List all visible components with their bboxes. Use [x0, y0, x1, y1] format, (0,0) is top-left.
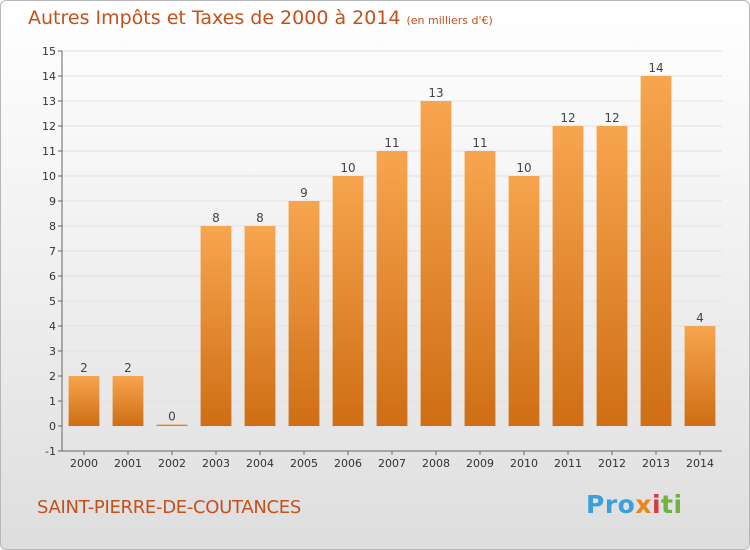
bar-value-label: 10 [340, 161, 355, 175]
y-tick-label: 1 [49, 395, 56, 408]
bar [112, 376, 144, 426]
x-tick-label: 2001 [114, 457, 142, 470]
x-tick-label: 2014 [686, 457, 714, 470]
bar-value-label: 14 [648, 61, 663, 75]
x-tick-label: 2010 [510, 457, 538, 470]
x-tick-label: 2009 [466, 457, 494, 470]
y-tick-label: 11 [42, 145, 56, 158]
bar-value-label: 11 [384, 136, 399, 150]
bar [376, 151, 408, 426]
bar-value-label: 0 [168, 410, 176, 424]
bar [420, 101, 452, 426]
x-tick-label: 2007 [378, 457, 406, 470]
bar [596, 126, 628, 426]
x-tick-label: 2000 [70, 457, 98, 470]
y-tick-label: 9 [49, 195, 56, 208]
logo-part-1: Pro [586, 490, 636, 519]
x-tick-label: 2011 [554, 457, 582, 470]
bar-value-label: 2 [80, 361, 88, 375]
bar-value-label: 10 [516, 161, 531, 175]
y-tick-label: 6 [49, 270, 56, 283]
x-tick-label: 2004 [246, 457, 274, 470]
bar-value-label: 11 [472, 136, 487, 150]
x-tick-label: 2013 [642, 457, 670, 470]
bar [332, 176, 364, 426]
bar-value-label: 4 [696, 311, 704, 325]
logo-part-4: ti [661, 490, 683, 519]
bar [464, 151, 496, 426]
chart-unit: (en milliers d'€) [406, 14, 493, 27]
y-tick-label: 13 [42, 95, 56, 108]
x-tick-label: 2012 [598, 457, 626, 470]
bar-value-label: 12 [604, 111, 619, 125]
bar [508, 176, 540, 426]
x-tick-label: 2008 [422, 457, 450, 470]
commune-name: SAINT-PIERRE-DE-COUTANCES [37, 497, 301, 518]
bar-value-label: 8 [256, 211, 264, 225]
bar [684, 326, 716, 426]
x-tick-label: 2005 [290, 457, 318, 470]
bar [640, 76, 672, 426]
y-tick-label: 8 [49, 220, 56, 233]
x-tick-label: 2002 [158, 457, 186, 470]
bar [244, 226, 276, 426]
bar-value-label: 9 [300, 186, 308, 200]
y-tick-label: 12 [42, 120, 56, 133]
bar-value-label: 12 [560, 111, 575, 125]
x-tick-label: 2003 [202, 457, 230, 470]
bar-value-label: 2 [124, 361, 132, 375]
y-tick-label: -1 [45, 445, 56, 458]
y-tick-label: 0 [49, 420, 56, 433]
logo-part-3: i [651, 490, 662, 519]
proxiti-logo: Proxiti [586, 490, 683, 519]
logo-part-2: x [635, 490, 652, 519]
y-tick-label: 10 [42, 170, 56, 183]
bar [68, 376, 100, 426]
bar-value-label: 8 [212, 211, 220, 225]
y-tick-label: 7 [49, 245, 56, 258]
chart-title-text: Autres Impôts et Taxes de 2000 à 2014 [28, 7, 401, 29]
y-tick-label: 5 [49, 295, 56, 308]
x-tick-label: 2006 [334, 457, 362, 470]
bar [156, 424, 188, 426]
bar [200, 226, 232, 426]
chart-title: Autres Impôts et Taxes de 2000 à 2014 (en… [28, 7, 493, 29]
y-tick-label: 3 [49, 345, 56, 358]
y-tick-label: 4 [49, 320, 56, 333]
bar [288, 201, 320, 426]
y-tick-label: 14 [42, 70, 56, 83]
bar-value-label: 13 [428, 86, 443, 100]
bar [552, 126, 584, 426]
y-tick-label: 15 [42, 45, 56, 58]
y-tick-label: 2 [49, 370, 56, 383]
